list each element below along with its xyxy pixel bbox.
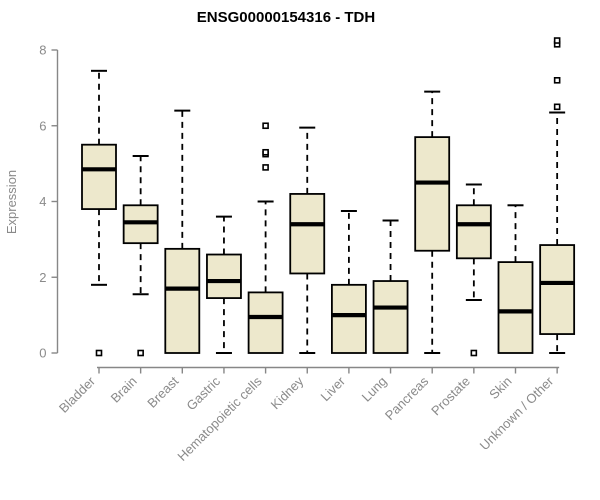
- boxplot-unknown-other: [539, 37, 576, 354]
- x-category-label-liver: Liver: [317, 373, 348, 404]
- x-category-label-bladder: Bladder: [56, 373, 99, 416]
- x-category-label-gastric: Gastric: [183, 373, 223, 413]
- outlier-point: [262, 122, 269, 130]
- outlier-point: [553, 37, 561, 44]
- iqr-box: [247, 291, 284, 354]
- iqr-box: [539, 244, 576, 335]
- boxplot-hematopoietic-cells: [247, 122, 284, 354]
- boxplot-lung: [372, 219, 409, 354]
- x-category-label-lung: Lung: [359, 374, 390, 405]
- x-category-label-skin: Skin: [486, 374, 514, 402]
- boxplot-prostate: [455, 183, 492, 357]
- y-tick-label: 6: [39, 118, 46, 133]
- x-category-label-kidney: Kidney: [268, 373, 307, 412]
- outlier-point: [553, 103, 561, 111]
- iqr-box: [330, 283, 367, 354]
- y-tick-label: 4: [39, 194, 46, 209]
- boxplot-pancreas: [414, 90, 451, 354]
- boxplot-bladder: [81, 69, 117, 357]
- x-category-label-brain: Brain: [108, 374, 140, 406]
- boxplot-gastric: [206, 215, 242, 354]
- boxplot-skin: [497, 204, 534, 354]
- outlier-point: [262, 148, 269, 156]
- outlier-point: [137, 349, 144, 357]
- iqr-box: [164, 247, 201, 354]
- outlier-point: [95, 349, 103, 357]
- y-axis-label: Expression: [4, 170, 19, 234]
- x-category-label-prostate: Prostate: [428, 374, 473, 419]
- outlier-point: [553, 77, 561, 84]
- chart-title: ENSG00000154316 - TDH: [197, 9, 375, 26]
- iqr-box: [372, 280, 409, 354]
- iqr-box: [497, 261, 534, 354]
- y-tick-label: 0: [39, 346, 46, 361]
- boxplot-brain: [122, 155, 159, 357]
- boxplot-breast: [164, 109, 201, 354]
- boxplot-kidney: [289, 126, 326, 354]
- iqr-box: [414, 136, 451, 252]
- x-category-label-unknown-other: Unknown / Other: [477, 373, 557, 453]
- iqr-box: [455, 204, 492, 260]
- iqr-box: [81, 143, 117, 210]
- x-category-label-breast: Breast: [144, 373, 181, 410]
- boxplot-liver: [330, 209, 367, 354]
- outlier-point: [262, 164, 269, 171]
- y-axis: 0 2 4 6 8: [39, 43, 59, 361]
- x-category-label-pancreas: Pancreas: [382, 373, 432, 423]
- outlier-point: [470, 349, 478, 357]
- y-tick-label: 8: [39, 43, 46, 58]
- y-tick-label: 2: [39, 270, 46, 285]
- iqr-box: [289, 193, 326, 275]
- iqr-box: [206, 253, 242, 299]
